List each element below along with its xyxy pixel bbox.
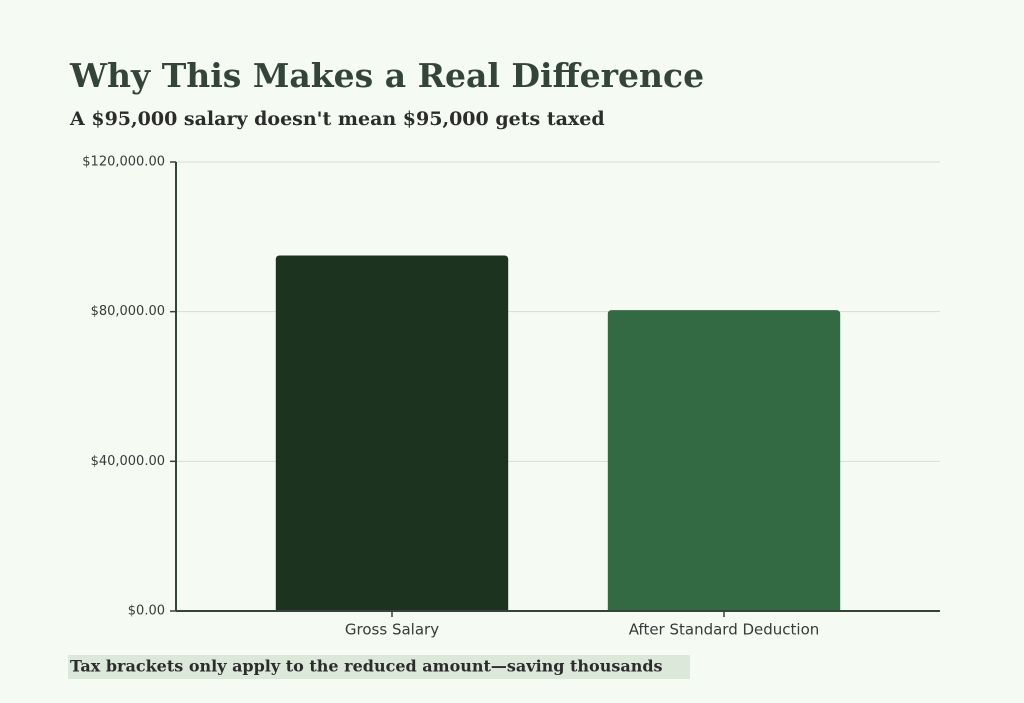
- y-tick-label: $40,000.00: [91, 454, 165, 469]
- x-tick-label: After Standard Deduction: [629, 621, 820, 639]
- y-tick-label: $80,000.00: [91, 304, 165, 319]
- note-highlight: [68, 655, 690, 679]
- note: Tax brackets only apply to the reduced a…: [70, 657, 663, 676]
- bar: [607, 310, 841, 611]
- chart-subtitle: A $95,000 salary doesn't mean $95,000 ge…: [69, 108, 605, 130]
- chart-title: Why This Makes a Real Difference: [69, 56, 704, 95]
- y-tick-label: $0.00: [128, 604, 165, 619]
- bar: [275, 255, 509, 611]
- y-tick-label: $120,000.00: [82, 155, 165, 170]
- x-tick-label: Gross Salary: [345, 621, 439, 639]
